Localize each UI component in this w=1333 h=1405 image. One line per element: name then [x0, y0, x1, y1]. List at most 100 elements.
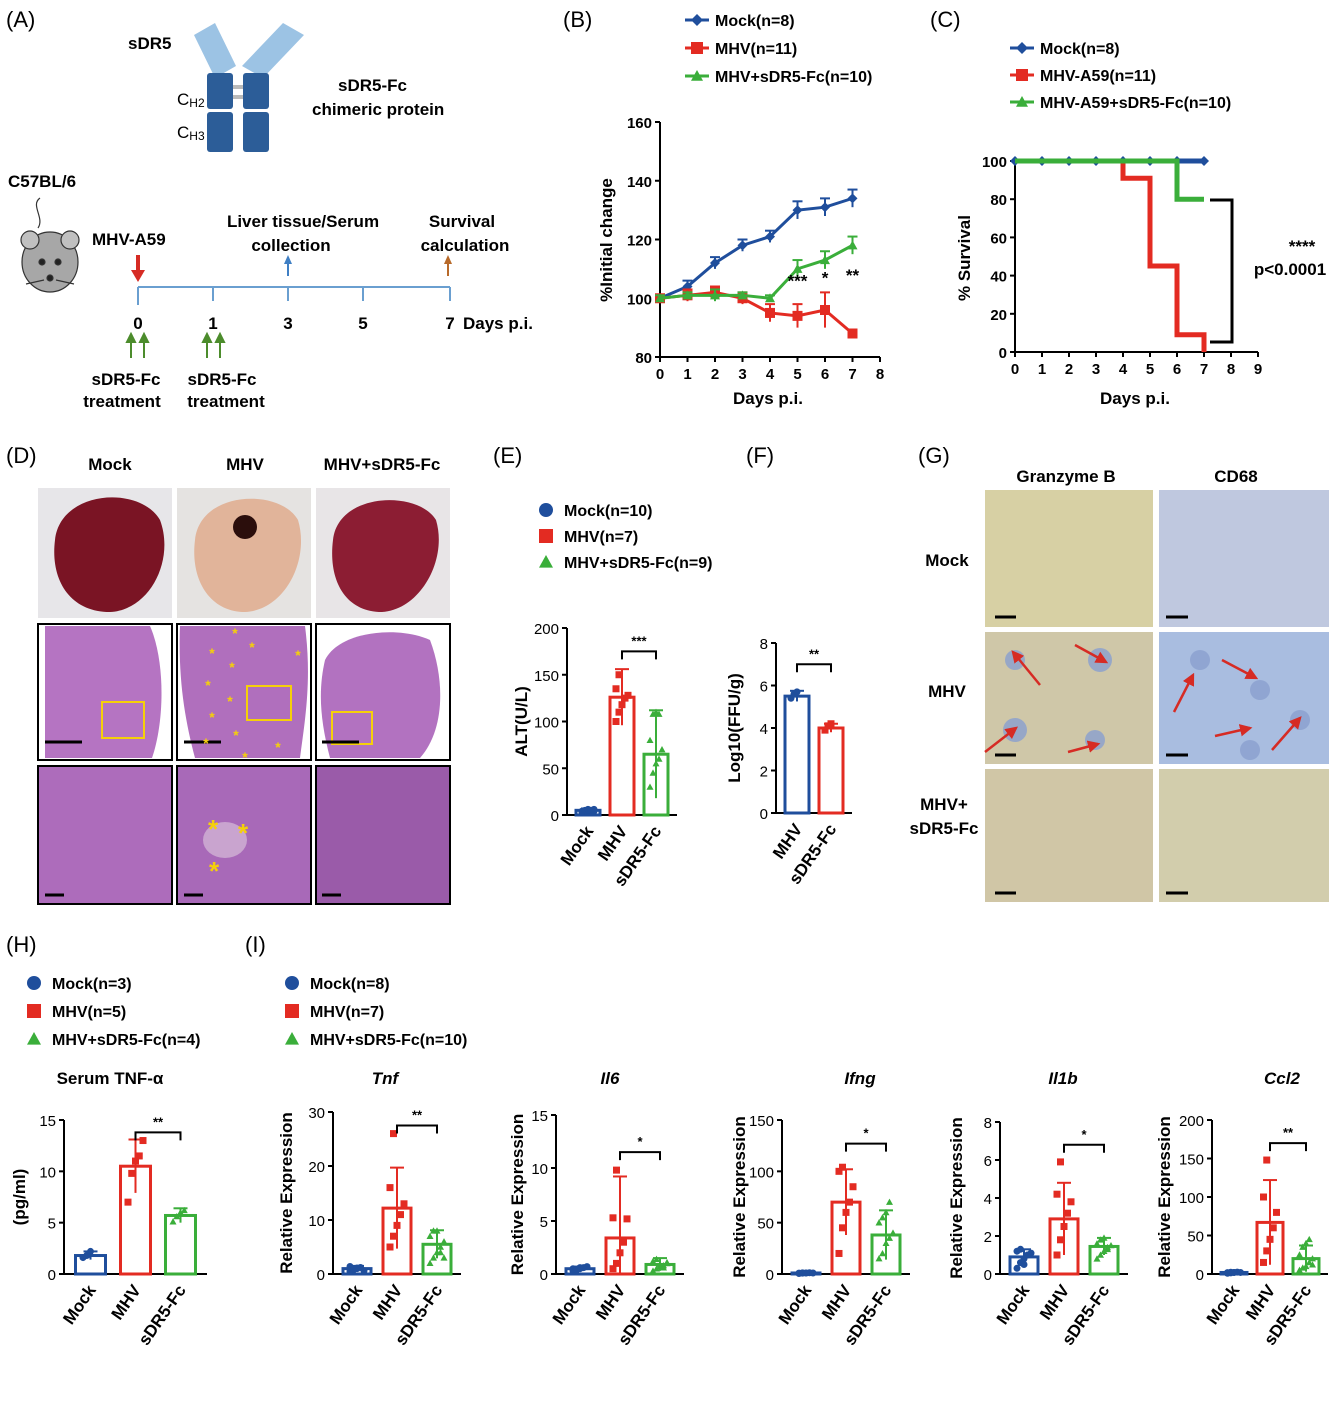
data-point	[820, 255, 830, 265]
panel-e-legend: Mock(n=10) MHV(n=7) MHV+sDR5-Fc(n=9)	[539, 503, 712, 572]
x-tick-label: 7	[1200, 361, 1208, 378]
ihc-granzyme-mock	[985, 490, 1153, 627]
chart-title: Tnf	[372, 1069, 401, 1088]
x-tick-label: 4	[766, 366, 775, 383]
data-point	[430, 1254, 437, 1261]
data-point	[653, 1265, 660, 1272]
ch2-label: CH2	[177, 90, 205, 110]
panel-h-letter: (H)	[6, 932, 37, 957]
data-point	[390, 1232, 397, 1240]
y-tick-label: 100	[534, 715, 559, 732]
panel-c-xlabel: Days p.i.	[1100, 389, 1170, 408]
necrosis-star: *	[209, 856, 220, 886]
data-point	[1064, 1209, 1071, 1217]
data-point	[620, 1238, 627, 1246]
legend-label: MHV(n=11)	[715, 41, 797, 58]
legend-marker	[1016, 96, 1028, 107]
panel-c-legend: Mock(n=8) MHV-A59(n=11) MHV-A59+sDR5-Fc(n=…	[1010, 41, 1231, 112]
data-point	[649, 710, 657, 717]
y-tick-label: 10	[39, 1164, 56, 1181]
data-point	[87, 1247, 94, 1255]
data-point	[879, 1249, 886, 1257]
legend-marker	[691, 14, 703, 26]
necrosis-star: *	[275, 739, 281, 755]
panel-g-row-treat1: MHV+	[920, 795, 968, 814]
necrosis-star: *	[242, 749, 248, 765]
y-tick-label: 80	[635, 350, 652, 367]
panel-c-sig: ****	[1289, 237, 1316, 256]
data-point	[765, 293, 775, 303]
x-tick-label: 3	[1092, 361, 1100, 378]
y-tick-label: 15	[39, 1113, 56, 1130]
x-tick-label: Mock	[993, 1281, 1034, 1328]
data-point	[655, 710, 663, 717]
data-point	[613, 1166, 620, 1174]
x-tick-label: Mock	[775, 1281, 816, 1328]
data-point	[173, 1213, 181, 1220]
data-point	[1266, 1235, 1274, 1243]
y-tick-label: 0	[48, 1267, 56, 1284]
y-tick-label: 140	[627, 174, 652, 191]
data-point	[618, 701, 626, 709]
data-point	[360, 1267, 368, 1275]
y-tick-label: 0	[540, 1267, 548, 1284]
data-point	[809, 1269, 817, 1277]
data-point	[615, 708, 623, 716]
data-point	[652, 760, 660, 767]
data-point	[1260, 1193, 1267, 1201]
data-point	[612, 685, 620, 693]
significance-label: *	[1081, 1127, 1087, 1142]
data-point	[879, 1214, 886, 1221]
y-tick-label: 6	[984, 1153, 992, 1170]
data-point	[386, 1243, 394, 1251]
data-point	[1057, 1236, 1064, 1244]
legend-marker	[27, 1004, 41, 1018]
data-point	[886, 1234, 893, 1241]
data-point	[793, 688, 801, 696]
surv-line2: calculation	[421, 236, 510, 255]
y-tick-label: 20	[308, 1159, 325, 1176]
significance-label: **	[412, 1108, 423, 1123]
y-tick-label: 80	[990, 192, 1007, 209]
data-point	[397, 1211, 404, 1219]
bar-sDR5-Fc	[817, 726, 845, 815]
data-point	[400, 1200, 408, 1208]
y-tick-label: 8	[760, 636, 768, 653]
data-point	[847, 193, 858, 204]
timeline	[131, 255, 452, 305]
panel-c-pval: p<0.0001	[1254, 260, 1326, 279]
panel-e: (E) Mock(n=10) MHV(n=7) MHV+sDR5-Fc(n=9) 0…	[493, 443, 712, 890]
ihc-arrows	[984, 643, 1302, 754]
panel-c-ylabel: % Survival	[955, 215, 974, 301]
data-point	[132, 1157, 139, 1165]
necrosis-star: *	[227, 693, 233, 709]
significance-bracket	[796, 663, 832, 673]
he-low-mock-tissue	[45, 626, 162, 758]
panel-b-xlabel: Days p.i.	[733, 389, 803, 408]
y-tick-label: 15	[531, 1108, 548, 1125]
data-point	[613, 1259, 620, 1267]
chimera-line1: sDR5-Fc	[338, 76, 407, 95]
data-point	[1013, 1264, 1021, 1272]
data-point	[1302, 1239, 1310, 1246]
panel-b: (B) Mock(n=8)MHV(n=11)MHV+sDR5-Fc(n=10) …	[563, 7, 884, 408]
necrosis-star: *	[238, 818, 249, 848]
x-tick-label: 2	[1065, 361, 1073, 378]
data-point	[1230, 1268, 1238, 1276]
y-axis-label: ALT(U/L)	[512, 686, 531, 757]
zoom-box-mhv	[246, 685, 292, 721]
liver-photo-treat-organ	[332, 500, 439, 612]
data-point	[437, 1248, 444, 1256]
y-tick-label: 120	[627, 233, 652, 250]
significance-bracket	[619, 1151, 661, 1161]
significance-label: ***	[788, 272, 808, 291]
x-tick-label: MHV	[818, 1281, 856, 1323]
he-high-mock	[37, 765, 173, 905]
x-tick-label: MHV	[592, 1281, 630, 1323]
y-tick-label: 100	[1179, 1190, 1204, 1207]
